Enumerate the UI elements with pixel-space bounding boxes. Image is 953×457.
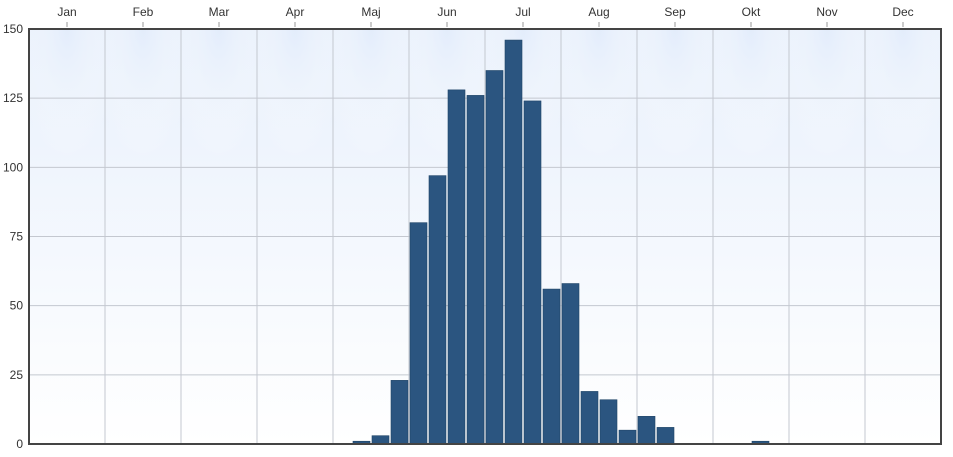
grid-lines bbox=[29, 29, 941, 444]
plot-frame bbox=[28, 28, 942, 445]
y-tick-label: 100 bbox=[3, 160, 23, 174]
month-column-glow bbox=[105, 29, 181, 216]
bars bbox=[352, 39, 770, 445]
histogram-bar bbox=[561, 283, 580, 445]
histogram-bar bbox=[466, 95, 485, 445]
month-label: Jan bbox=[57, 5, 76, 19]
month-label: Apr bbox=[286, 5, 305, 19]
month-label: Nov bbox=[816, 5, 837, 19]
month-label: Maj bbox=[361, 5, 380, 19]
histogram-bar bbox=[656, 427, 675, 445]
month-label: Sep bbox=[664, 5, 686, 19]
y-tick-label: 50 bbox=[10, 299, 24, 313]
histogram-bar bbox=[371, 435, 390, 445]
y-tick-label: 75 bbox=[10, 230, 24, 244]
month-label: Dec bbox=[892, 5, 913, 19]
y-tick-label: 125 bbox=[3, 91, 23, 105]
histogram-bar bbox=[637, 416, 656, 445]
x-axis-month-labels: Jan Feb Mar Apr Maj Jun Jul Aug Sep Okt Nov Dec bbox=[57, 5, 914, 27]
month-label: Jul bbox=[515, 5, 530, 19]
month-column-glow bbox=[637, 29, 713, 216]
month-column-glow bbox=[713, 29, 789, 216]
histogram-bar bbox=[580, 391, 599, 445]
y-tick-label: 25 bbox=[10, 368, 24, 382]
histogram-bar bbox=[599, 399, 618, 445]
month-label: Okt bbox=[742, 5, 761, 19]
histogram-bar bbox=[447, 89, 466, 445]
month-column-glow bbox=[865, 29, 941, 216]
month-column-glow bbox=[257, 29, 333, 216]
y-tick-label: 0 bbox=[16, 437, 23, 451]
histogram-bar bbox=[618, 429, 637, 445]
month-label: Aug bbox=[588, 5, 609, 19]
month-column-glow bbox=[29, 29, 105, 216]
month-label: Mar bbox=[209, 5, 230, 19]
y-axis-labels: 0 25 50 75 100 125 150 bbox=[3, 22, 23, 451]
y-tick-label: 150 bbox=[3, 22, 23, 36]
histogram-bar bbox=[390, 380, 409, 445]
plot-glow-layer bbox=[29, 29, 941, 216]
month-column-glow bbox=[789, 29, 865, 216]
histogram-bar bbox=[542, 288, 561, 445]
histogram-bar bbox=[504, 39, 523, 445]
histogram-bar bbox=[428, 175, 447, 445]
histogram-bar bbox=[485, 70, 504, 445]
histogram-bar bbox=[523, 100, 542, 445]
month-column-glow bbox=[333, 29, 409, 216]
month-label: Jun bbox=[437, 5, 456, 19]
month-column-glow bbox=[181, 29, 257, 216]
month-label: Feb bbox=[133, 5, 154, 19]
month-column-glow bbox=[561, 29, 637, 216]
histogram-bar bbox=[409, 222, 428, 445]
